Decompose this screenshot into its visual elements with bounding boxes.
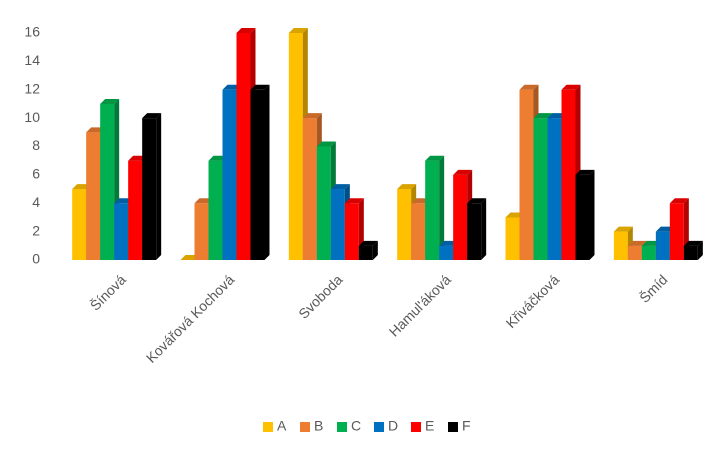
bar-front [467,203,482,260]
y-tick-label: 2 [32,222,40,238]
legend-label: A [277,418,287,434]
bar-front [397,189,412,260]
bar-side [439,155,445,260]
bar-front [142,118,157,260]
bar-front [344,203,359,260]
bar-side [697,240,703,260]
bar-front [425,160,440,260]
bar-side [481,198,487,260]
x-tick-label: Svoboda [295,271,346,322]
bar-top [669,198,689,204]
y-tick-label: 6 [32,166,40,182]
legend-label: E [425,418,434,434]
legend-swatch [300,422,310,432]
bar-front [613,231,628,260]
bar-front [453,174,468,260]
x-tick-label: Hamul'áková [386,271,454,339]
bar-front [358,245,373,260]
y-tick-label: 8 [32,137,40,153]
bar-top [397,184,417,190]
bar-front [194,203,209,260]
bar-side [264,84,270,260]
legend-swatch [411,422,421,432]
legend-label: D [388,418,398,434]
bar-top [519,84,539,90]
bar-front [208,160,223,260]
bar-front [411,203,426,260]
legend-swatch [374,422,384,432]
bar-top [250,84,270,90]
bar-top [100,98,120,104]
bar [683,240,703,260]
bar [467,198,487,260]
bar-top [533,113,553,119]
y-tick-label: 16 [24,24,40,40]
bar-top [302,113,322,119]
bar-top [627,240,647,246]
bar [358,240,378,260]
legend-label: C [351,418,361,434]
bar-top [344,198,364,204]
bar-top [142,113,162,119]
bar-front [641,245,656,260]
bar-front [519,89,534,260]
bar-front [72,189,87,260]
bar-front [250,89,265,260]
bar-front [547,118,562,260]
legend-swatch [448,422,458,432]
bar-front [439,245,454,260]
bar-top [613,226,633,232]
bar [142,113,162,260]
y-tick-label: 4 [32,194,40,210]
bar-top [561,84,581,90]
bar-front [128,160,143,260]
bar-front [627,245,642,260]
x-tick-label: Šínová [87,271,129,313]
bar [425,155,445,260]
bar-top [683,240,703,246]
y-tick-label: 14 [24,52,40,68]
y-tick-label: 12 [24,80,40,96]
bar-top [316,141,336,147]
bar-top [453,169,473,175]
legend-label: B [314,418,323,434]
y-tick-label: 10 [24,109,40,125]
bar-top [358,240,378,246]
bar-top [425,155,445,161]
bar-front [302,118,317,260]
legend-swatch [263,422,273,432]
bar [250,84,270,260]
bar-front [505,217,520,260]
x-tick-label: Kovářová Kochová [143,271,238,366]
bar-side [372,240,378,260]
y-tick-label: 0 [32,251,40,267]
bar-front [330,189,345,260]
bar-front [575,174,590,260]
bar-front [683,245,698,260]
bar-top [467,198,487,204]
bar-front [86,132,101,260]
bar-front [669,203,684,260]
bar-top [288,28,308,33]
bar-front [100,103,115,260]
legend-swatch [337,422,347,432]
bar-front [236,33,251,260]
bar-top [330,184,350,190]
bar-side [156,113,162,260]
bar-front [561,89,576,260]
legend-label: F [462,418,471,434]
bar-top [236,28,256,33]
bar-top [575,169,595,175]
bar-front [655,231,670,260]
bar-front [316,146,331,260]
bar-front [222,89,237,260]
bar-front [533,118,548,260]
bar [575,169,595,260]
bar-front [288,33,303,260]
x-tick-label: Šmíd [636,271,670,305]
x-tick-label: Křiváčková [503,271,563,331]
bar-side [589,169,595,260]
bar-front [114,203,129,260]
